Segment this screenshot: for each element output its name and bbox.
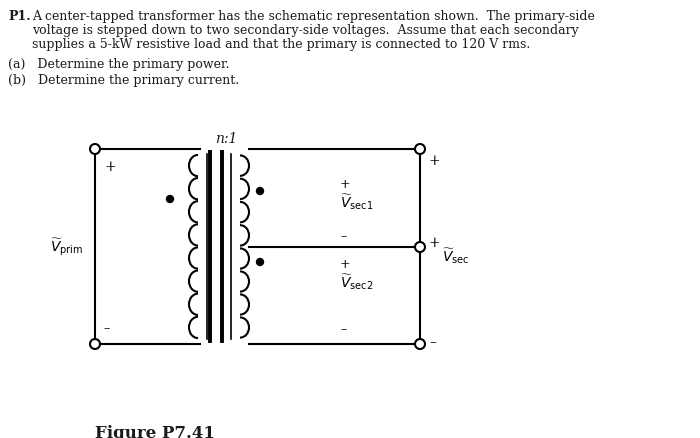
Text: A center-tapped transformer has the schematic representation shown.  The primary: A center-tapped transformer has the sche…	[32, 10, 595, 23]
Text: P1.: P1.	[8, 10, 31, 23]
Circle shape	[256, 259, 263, 266]
Text: $\widetilde{V}_{\rm sec2}$: $\widetilde{V}_{\rm sec2}$	[340, 272, 373, 291]
Text: +: +	[429, 236, 440, 249]
Text: voltage is stepped down to two secondary-side voltages.  Assume that each second: voltage is stepped down to two secondary…	[32, 24, 579, 37]
Text: $\widetilde{V}_{\rm sec1}$: $\widetilde{V}_{\rm sec1}$	[340, 191, 373, 211]
Text: –: –	[340, 230, 346, 243]
Circle shape	[90, 339, 100, 349]
Text: +: +	[340, 177, 351, 191]
Circle shape	[256, 188, 263, 195]
Text: (b)   Determine the primary current.: (b) Determine the primary current.	[8, 74, 239, 87]
Circle shape	[415, 339, 425, 349]
Text: +: +	[104, 159, 116, 173]
Circle shape	[415, 145, 425, 155]
Text: –: –	[429, 334, 436, 348]
Text: Figure P7.41: Figure P7.41	[95, 424, 215, 438]
Text: –: –	[103, 322, 109, 335]
Text: $\widetilde{V}_{\rm prim}$: $\widetilde{V}_{\rm prim}$	[50, 236, 83, 257]
Text: +: +	[340, 258, 351, 270]
Text: n:1: n:1	[215, 132, 237, 146]
Text: (a)   Determine the primary power.: (a) Determine the primary power.	[8, 58, 230, 71]
Text: $\widetilde{V}_{\rm sec}$: $\widetilde{V}_{\rm sec}$	[442, 246, 470, 265]
Text: +: +	[429, 154, 440, 168]
Circle shape	[415, 243, 425, 252]
Text: –: –	[340, 322, 346, 335]
Circle shape	[90, 145, 100, 155]
Circle shape	[167, 196, 174, 203]
Text: supplies a 5-kW resistive load and that the primary is connected to 120 V rms.: supplies a 5-kW resistive load and that …	[32, 38, 531, 51]
